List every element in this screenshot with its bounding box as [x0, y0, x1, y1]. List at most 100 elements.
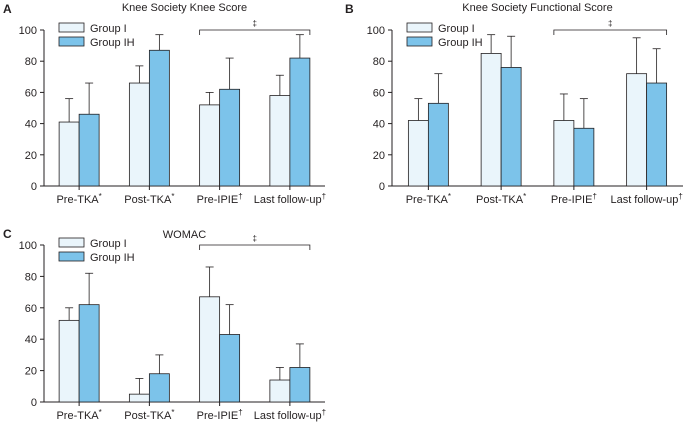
- legend-swatch-group-ih: [58, 36, 85, 47]
- bar-group-ih: [500, 67, 522, 187]
- legend-swatch-group-ih: [58, 251, 85, 262]
- bar-group-ih: [78, 113, 100, 187]
- category-name: Last follow-up: [254, 194, 322, 206]
- x-tick-label: Last follow-up†: [610, 192, 682, 206]
- bar-group-i: [407, 120, 429, 187]
- panel-label: A: [3, 2, 12, 16]
- category-name: Pre-TKA: [56, 194, 99, 206]
- y-tick-label: 80: [373, 56, 385, 68]
- category-name: Post-TKA: [124, 410, 172, 422]
- bar-group-i: [199, 104, 221, 187]
- panel-label: C: [3, 227, 12, 241]
- category-name: Last follow-up: [610, 194, 678, 206]
- y-tick-label: 20: [25, 150, 37, 162]
- category-mark: *: [99, 408, 102, 417]
- category-mark: †: [238, 192, 242, 201]
- x-tick-label: Pre-IPIE†: [551, 192, 597, 206]
- category-name: Last follow-up: [254, 410, 322, 422]
- x-tick-label: Last follow-up†: [254, 192, 326, 206]
- bar-group-ih: [78, 304, 100, 403]
- legend-label: Group IH: [90, 37, 135, 49]
- x-tick-label: Pre-IPIE†: [197, 408, 243, 422]
- bar-group-i: [269, 95, 291, 187]
- x-tick-label: Last follow-up†: [254, 408, 326, 422]
- significance-label: ‡: [253, 234, 257, 243]
- bar-group-i: [58, 121, 80, 187]
- x-tick-label: Pre-TKA*: [406, 192, 451, 206]
- x-tick-label: Pre-TKA*: [56, 408, 101, 422]
- bar-group-ih: [427, 102, 449, 187]
- panel-label: B: [345, 2, 354, 16]
- category-name: Post-TKA: [124, 194, 172, 206]
- chart-title: Knee Society Functional Score: [462, 2, 612, 14]
- y-tick-label: 100: [19, 25, 37, 37]
- bar-group-i: [553, 120, 575, 187]
- y-tick-label: 80: [25, 271, 37, 283]
- y-tick-label: 60: [25, 303, 37, 315]
- y-tick-label: 100: [19, 240, 37, 252]
- y-tick-label: 0: [31, 397, 37, 409]
- x-tick-label: Pre-IPIE†: [197, 192, 243, 206]
- y-tick-label: 40: [25, 119, 37, 131]
- category-name: Pre-IPIE: [197, 410, 239, 422]
- category-name: Pre-TKA: [56, 410, 99, 422]
- category-name: Post-TKA: [476, 194, 524, 206]
- bar-group-i: [626, 73, 648, 187]
- category-name: Pre-IPIE: [551, 194, 593, 206]
- category-mark: †: [592, 192, 596, 201]
- significance-bracket: [553, 29, 668, 35]
- bar-group-i: [269, 379, 291, 403]
- legend-swatch-group-i: [58, 22, 85, 33]
- y-tick-label: 20: [25, 366, 37, 378]
- bar-group-ih: [219, 88, 241, 187]
- y-tick-label: 100: [367, 25, 385, 37]
- legend-label: Group I: [90, 23, 127, 35]
- category-mark: *: [448, 192, 451, 201]
- bar-group-ih: [148, 49, 170, 187]
- category-name: Pre-TKA: [406, 194, 449, 206]
- x-tick-label: Post-TKA*: [476, 192, 526, 206]
- y-tick-label: 80: [25, 56, 37, 68]
- bar-group-i: [480, 53, 502, 187]
- significance-label: ‡: [253, 19, 257, 28]
- y-tick-label: 40: [25, 334, 37, 346]
- panel-b: B Knee Society Functional Score 0 20 40 60 80 1…: [345, 2, 683, 206]
- category-mark: *: [171, 408, 174, 417]
- category-mark: *: [171, 192, 174, 201]
- significance-bracket: [199, 244, 311, 250]
- significance-label: ‡: [608, 19, 612, 28]
- bar-group-ih: [289, 367, 311, 403]
- bar-group-ih: [219, 334, 241, 403]
- x-tick-label: Pre-TKA*: [56, 192, 101, 206]
- significance-bracket: [199, 29, 311, 35]
- category-mark: *: [99, 192, 102, 201]
- bar-group-i: [128, 82, 150, 187]
- y-tick-label: 40: [373, 119, 385, 131]
- category-name: Pre-IPIE: [197, 194, 239, 206]
- x-tick-label: Post-TKA*: [124, 192, 174, 206]
- legend-swatch-group-i: [58, 237, 85, 248]
- chart-title: WOMAC: [163, 229, 206, 241]
- chart-title: Knee Society Knee Score: [122, 2, 247, 14]
- category-mark: †: [678, 192, 682, 201]
- category-mark: †: [322, 192, 326, 201]
- legend-label: Group IH: [438, 37, 483, 49]
- x-tick-label: Post-TKA*: [124, 408, 174, 422]
- category-mark: †: [238, 408, 242, 417]
- panel-a: A Knee Society Knee Score 0 20 40 60 80 100 Pre-…: [3, 2, 326, 206]
- y-tick-label: 0: [31, 181, 37, 193]
- bar-group-ih: [646, 82, 668, 187]
- bar-group-i: [128, 393, 150, 403]
- legend-swatch-group-ih: [406, 36, 433, 47]
- bar-group-ih: [573, 127, 595, 187]
- bar-group-i: [58, 319, 80, 403]
- category-mark: †: [322, 408, 326, 417]
- bar-group-ih: [289, 57, 311, 187]
- legend-swatch-group-i: [406, 22, 433, 33]
- category-mark: *: [523, 192, 526, 201]
- y-tick-label: 60: [25, 87, 37, 99]
- legend-label: Group IH: [90, 252, 135, 264]
- legend-label: Group I: [438, 23, 475, 35]
